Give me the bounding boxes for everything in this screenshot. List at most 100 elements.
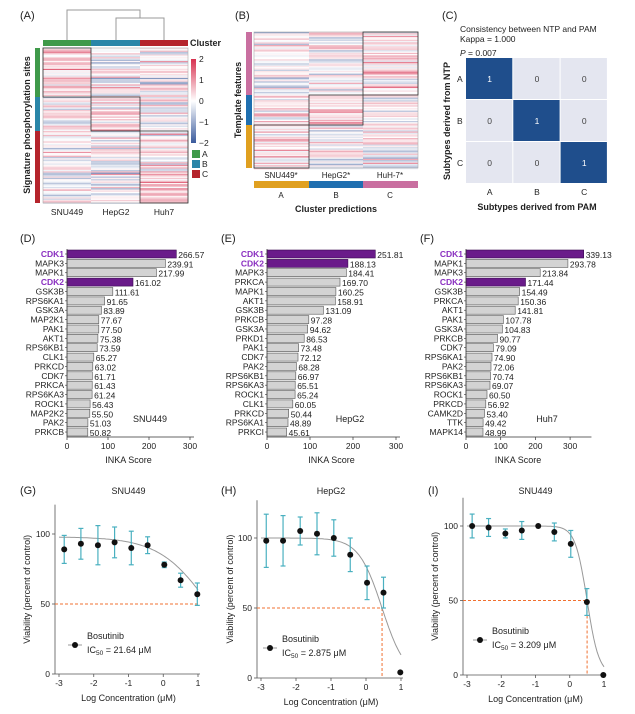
category-label: PAK1 — [43, 324, 64, 334]
category-label: ROCK1 — [235, 390, 265, 400]
heatmap-cell — [309, 111, 363, 114]
heatmap-cell — [140, 53, 188, 55]
heatmap-cell — [309, 71, 363, 73]
x-tick-label: 0 — [161, 678, 166, 688]
panel-label-c: (C) — [442, 10, 457, 22]
heatmap-cell — [140, 129, 188, 131]
heatmap-cell — [363, 131, 418, 133]
heatmap-cell — [309, 55, 363, 57]
category-label: TTK — [447, 418, 463, 428]
heatmap-cell — [363, 136, 418, 139]
category-label: GSK3B — [435, 287, 464, 297]
heatmap-cell — [43, 68, 91, 71]
heatmap-cell — [91, 83, 140, 85]
heatmap-cell — [43, 171, 91, 173]
bar — [465, 352, 493, 362]
heatmap-cell — [43, 153, 91, 155]
category-label: RPS6KA1 — [26, 296, 65, 306]
chart-title: SNU449 — [518, 486, 552, 496]
heatmap-cell — [91, 160, 140, 163]
ic50-prefix: IC — [492, 640, 502, 650]
heatmap-cell — [43, 160, 91, 163]
prediction-label: C — [387, 191, 393, 200]
value-label: 60.05 — [295, 400, 317, 410]
heatmap-cell — [254, 86, 309, 88]
bar — [66, 305, 102, 315]
prediction-bar-a — [254, 181, 309, 188]
heatmap-cell — [91, 179, 140, 181]
heatmap-cell — [140, 180, 188, 182]
matrix-xlabel: Subtypes derived from PAM — [477, 202, 596, 212]
heatmap-cell — [43, 119, 91, 121]
heatmap-frame — [42, 47, 189, 204]
category-label: PRKD1 — [236, 333, 265, 343]
heatmap-cell — [91, 176, 140, 178]
heatmap-cell — [363, 95, 418, 97]
bar — [465, 343, 494, 353]
value-label: 73.48 — [301, 344, 323, 354]
heatmap-cell — [43, 185, 91, 187]
heatmap-cell — [43, 149, 91, 151]
heatmap-a-ylabel: Signature phosphorylation sites — [22, 56, 32, 194]
heatmap-cell — [140, 138, 188, 141]
heatmap-cell — [91, 147, 140, 150]
heatmap-cell — [309, 118, 363, 120]
heatmap-cell — [140, 136, 188, 138]
data-point — [347, 551, 354, 558]
heatmap-cell — [363, 58, 418, 60]
ic50-prefix: IC — [87, 645, 97, 655]
heatmap-cell — [43, 155, 91, 158]
heatmap-cell — [309, 119, 363, 122]
data-point — [280, 537, 287, 544]
heatmap-cell — [254, 114, 309, 116]
heatmap-cell — [43, 84, 91, 86]
category-label: CAMK2D — [428, 408, 463, 418]
heatmap-cell — [91, 92, 140, 94]
heatmap-cell — [363, 65, 418, 68]
heatmap-cell — [254, 164, 309, 166]
heatmap-cell — [309, 81, 363, 83]
heatmap-cell — [43, 173, 91, 176]
heatmap-cell — [140, 83, 188, 85]
bar — [66, 296, 105, 306]
heatmap-cell — [309, 65, 363, 68]
heatmap-cell — [140, 89, 188, 91]
heatmap-cell — [91, 181, 140, 184]
heatmap-cell — [309, 110, 363, 112]
bar — [465, 277, 526, 287]
heatmap-cell — [140, 107, 188, 109]
heatmap-cell — [254, 117, 309, 119]
heatmap-cell — [363, 56, 418, 59]
heatmap-cell — [43, 126, 91, 129]
heatmap-cell — [140, 131, 188, 133]
heatmap-cell — [43, 58, 91, 60]
bar — [266, 390, 296, 399]
bar — [465, 371, 491, 381]
dose-chart-h: 0 50 100 -3 -2 -1 0 1 HepG2 Log Concentration (μM… — [225, 486, 404, 707]
category-label: CDK1 — [241, 249, 264, 259]
heatmap-cell — [91, 166, 140, 168]
heatmap-cell — [254, 101, 309, 103]
bar — [66, 408, 91, 418]
heatmap-cell — [309, 56, 363, 59]
heatmap-cell — [363, 141, 418, 144]
heatmap-cell — [363, 108, 418, 110]
heatmap-cell — [91, 49, 140, 51]
y-axis-label: Viability (percent of control) — [430, 532, 440, 641]
heatmap-cell — [363, 153, 418, 155]
value-label: 72.12 — [300, 353, 322, 363]
heatmap-cell — [254, 46, 309, 48]
heatmap-cell — [309, 138, 363, 140]
heatmap-cell — [309, 96, 363, 98]
category-label: MAP2K2 — [30, 408, 64, 418]
heatmap-cell — [91, 196, 140, 198]
heatmap-cell — [43, 50, 91, 52]
y-tick-label: 0 — [45, 669, 50, 679]
heatmap-cell — [363, 41, 418, 43]
heatmap-cell — [91, 157, 140, 159]
heatmap-cell — [140, 162, 188, 164]
category-label: PAK1 — [243, 343, 264, 353]
heatmap-cell — [363, 45, 418, 47]
ic50-subscript: 50 — [291, 653, 299, 660]
heatmap-cell — [363, 140, 418, 142]
